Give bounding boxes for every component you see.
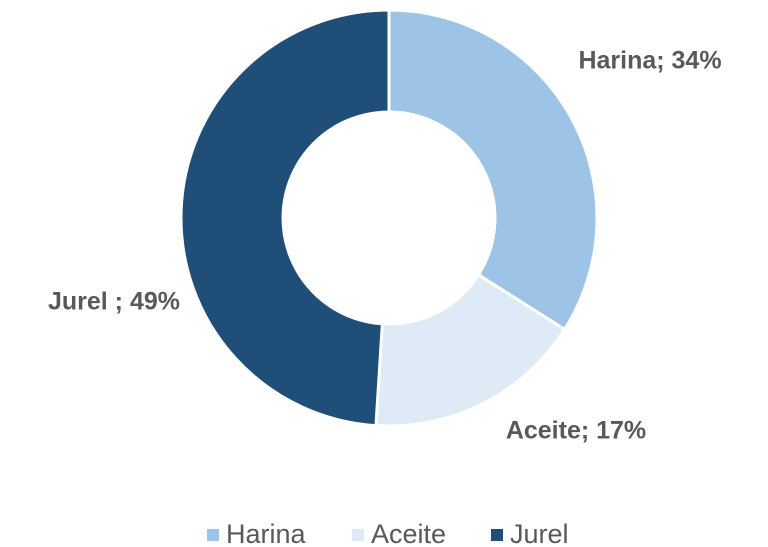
legend-swatch xyxy=(491,529,503,541)
legend-swatch xyxy=(207,529,219,541)
donut-slice xyxy=(374,272,567,428)
data-label: Harina; 34% xyxy=(578,47,721,75)
legend-label: Harina xyxy=(226,519,307,547)
data-label: Jurel ; 49% xyxy=(48,288,180,316)
legend-label: Aceite xyxy=(371,519,446,547)
legend-label: Jurel xyxy=(510,519,569,547)
data-label: Aceite; 17% xyxy=(506,417,646,445)
donut-slice xyxy=(387,8,599,332)
donut-slice xyxy=(179,8,391,428)
legend-swatch xyxy=(352,529,364,541)
